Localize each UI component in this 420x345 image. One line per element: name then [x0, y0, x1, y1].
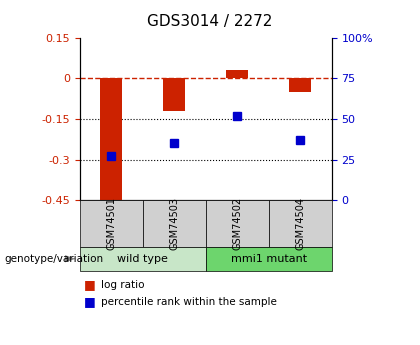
Text: percentile rank within the sample: percentile rank within the sample: [101, 297, 277, 307]
Bar: [100, 79, 122, 203]
Text: GSM74504: GSM74504: [295, 197, 305, 250]
Bar: [163, 79, 185, 111]
Text: ■: ■: [84, 295, 96, 308]
Text: genotype/variation: genotype/variation: [4, 254, 103, 264]
Polygon shape: [65, 255, 76, 262]
Text: wild type: wild type: [117, 254, 168, 264]
Bar: [226, 70, 248, 79]
Bar: [289, 79, 311, 92]
Text: GSM74503: GSM74503: [169, 197, 179, 250]
Text: GSM74502: GSM74502: [232, 197, 242, 250]
Text: GSM74501: GSM74501: [106, 197, 116, 250]
Text: log ratio: log ratio: [101, 280, 144, 289]
Text: ■: ■: [84, 278, 96, 291]
Text: mmi1 mutant: mmi1 mutant: [231, 254, 307, 264]
Text: GDS3014 / 2272: GDS3014 / 2272: [147, 14, 273, 29]
